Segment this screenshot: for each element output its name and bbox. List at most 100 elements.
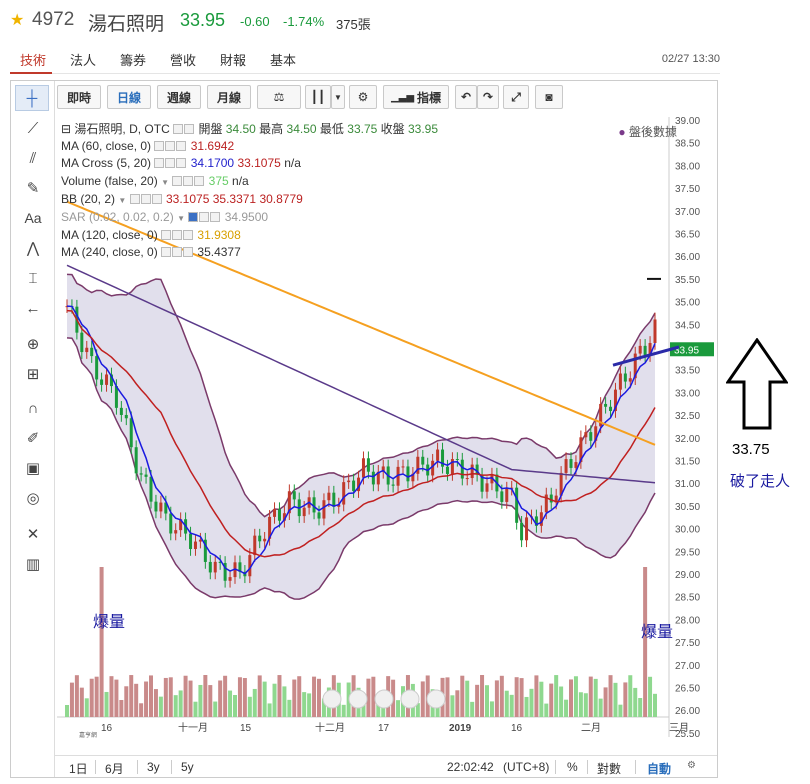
camera-icon[interactable]: ◙ [535, 85, 563, 109]
eye-icon[interactable] [188, 212, 199, 223]
price-tick-label: 27.00 [675, 661, 700, 672]
eye-icon[interactable] [161, 230, 172, 241]
gear-icon[interactable]: ⚙ [349, 85, 377, 109]
price-chart[interactable]: 39.00 38.50 38.00 37.50 37.00 36.50 36.00 35.50… [57, 117, 715, 743]
candle-body [277, 509, 281, 521]
legend-ma60: MA (60, close, 0) 31.6942 [61, 138, 438, 155]
monthly-button[interactable]: 月線 [207, 85, 251, 109]
tab-financials[interactable]: 財報 [220, 53, 247, 68]
settings-icon[interactable] [172, 247, 183, 258]
close-icon[interactable] [194, 175, 205, 186]
candle-body [154, 501, 158, 512]
tab-revenue[interactable]: 營收 [170, 53, 197, 68]
brush-icon[interactable]: ✎ [26, 180, 40, 197]
redo-icon[interactable]: ↷ [477, 85, 499, 109]
settings-icon[interactable] [140, 193, 151, 204]
volume-burst-label-right: 爆量 [641, 622, 673, 641]
eye-hide-icon[interactable]: ◎ [26, 490, 40, 507]
settings-icon[interactable] [184, 124, 195, 134]
volume-bar [119, 700, 124, 717]
percent-toggle[interactable]: % [567, 760, 578, 774]
trendline-icon[interactable]: ⟋ [27, 119, 39, 137]
eye-icon[interactable] [154, 141, 165, 152]
text-tool-icon[interactable]: Aa [24, 210, 42, 226]
settings-icon[interactable] [172, 230, 183, 241]
volume-bar [213, 701, 218, 717]
tab-margin[interactable]: 籌券 [120, 53, 147, 68]
price-tick-label: 30.50 [675, 502, 700, 513]
close-icon[interactable] [176, 158, 187, 169]
crosshair-icon[interactable]: ┼ [15, 85, 49, 111]
zoom-icon[interactable]: ⊕ [26, 336, 40, 353]
settings-icon[interactable] [165, 141, 176, 152]
auto-scale-toggle[interactable]: 自動 [647, 762, 672, 776]
close-icon[interactable] [183, 230, 194, 241]
chevron-down-icon[interactable]: ▼ [331, 85, 345, 109]
compare-icon[interactable]: ⚖ [257, 85, 301, 109]
star-icon[interactable]: ★ [10, 12, 25, 29]
magnet-icon[interactable]: ∩ [27, 399, 39, 417]
range-5y[interactable]: 5y [181, 760, 194, 774]
trash-icon[interactable]: ▥ [25, 556, 41, 573]
settings-tools-icon[interactable]: ✕ [26, 526, 40, 543]
close-icon[interactable] [151, 193, 162, 204]
ruler-icon[interactable]: ⊞ [26, 366, 40, 383]
active-tab-underline [10, 72, 52, 74]
close-icon[interactable] [183, 247, 194, 258]
eye-icon[interactable] [129, 193, 140, 204]
after-hours-link[interactable]: ● 盤後數據 [618, 123, 677, 140]
chevron-down-icon[interactable]: ▼ [177, 214, 185, 224]
candle-body [613, 389, 617, 411]
bar-settings-icon[interactable]: ⚙ [687, 760, 696, 771]
chevron-down-icon[interactable]: ▼ [118, 195, 127, 205]
indicators-button[interactable]: ▁▃▅ 指標 [383, 85, 449, 109]
chevron-down-icon[interactable]: ▼ [161, 177, 169, 187]
divider [171, 760, 172, 774]
datetime: 02/27 13:30 [661, 53, 720, 65]
daily-button[interactable]: 日線 [107, 85, 151, 109]
collapse-icon[interactable]: ⊟ [61, 122, 72, 136]
fib-icon[interactable]: ⫽ [29, 149, 37, 167]
candle-body [124, 414, 128, 419]
candle-type-icon[interactable]: ┃┃ [305, 85, 331, 109]
candle-body [327, 492, 331, 501]
ma240-line [66, 200, 656, 446]
range-1d[interactable]: 1日 [69, 762, 88, 776]
lock-icon[interactable]: ▣ [25, 460, 41, 477]
undo-icon[interactable]: ↶ [455, 85, 477, 109]
user-trendline [612, 345, 680, 367]
volume-bar [302, 692, 307, 717]
tab-institutional[interactable]: 法人 [70, 53, 97, 68]
candle-body [628, 378, 632, 382]
timezone[interactable]: (UTC+8) [503, 760, 550, 774]
candle-body [604, 403, 608, 407]
eye-icon[interactable] [161, 247, 172, 258]
price-change-pct: -1.74% [283, 14, 325, 29]
range-6m[interactable]: 6月 [105, 762, 124, 776]
eye-icon[interactable] [173, 124, 184, 134]
candle-body [228, 577, 232, 581]
volume-bar [361, 698, 366, 717]
close-icon[interactable] [210, 212, 221, 223]
tab-technical[interactable]: 技術 [20, 53, 47, 68]
pattern-icon[interactable]: ⋀ [26, 240, 40, 257]
settings-icon[interactable] [199, 212, 210, 223]
measure-icon[interactable]: ⌶ [28, 269, 38, 287]
settings-icon[interactable] [165, 158, 176, 169]
lock-drawings-icon[interactable]: ✐ [26, 430, 40, 447]
eye-icon[interactable] [154, 158, 165, 169]
close-icon[interactable] [176, 141, 187, 152]
tab-basic[interactable]: 基本 [270, 53, 297, 68]
eye-icon[interactable] [172, 175, 183, 186]
range-3y[interactable]: 3y [147, 760, 160, 774]
fullscreen-icon[interactable]: ⤢ [503, 85, 529, 109]
weekly-button[interactable]: 週線 [157, 85, 201, 109]
candle-body [312, 497, 316, 513]
arrow-left-icon[interactable]: ← [25, 299, 41, 317]
settings-icon[interactable] [183, 175, 194, 186]
realtime-button[interactable]: 即時 [57, 85, 101, 109]
volume-bar [297, 676, 302, 717]
candle-body [164, 502, 168, 514]
log-toggle[interactable]: 對數 [597, 762, 622, 776]
candle-body [594, 426, 598, 441]
